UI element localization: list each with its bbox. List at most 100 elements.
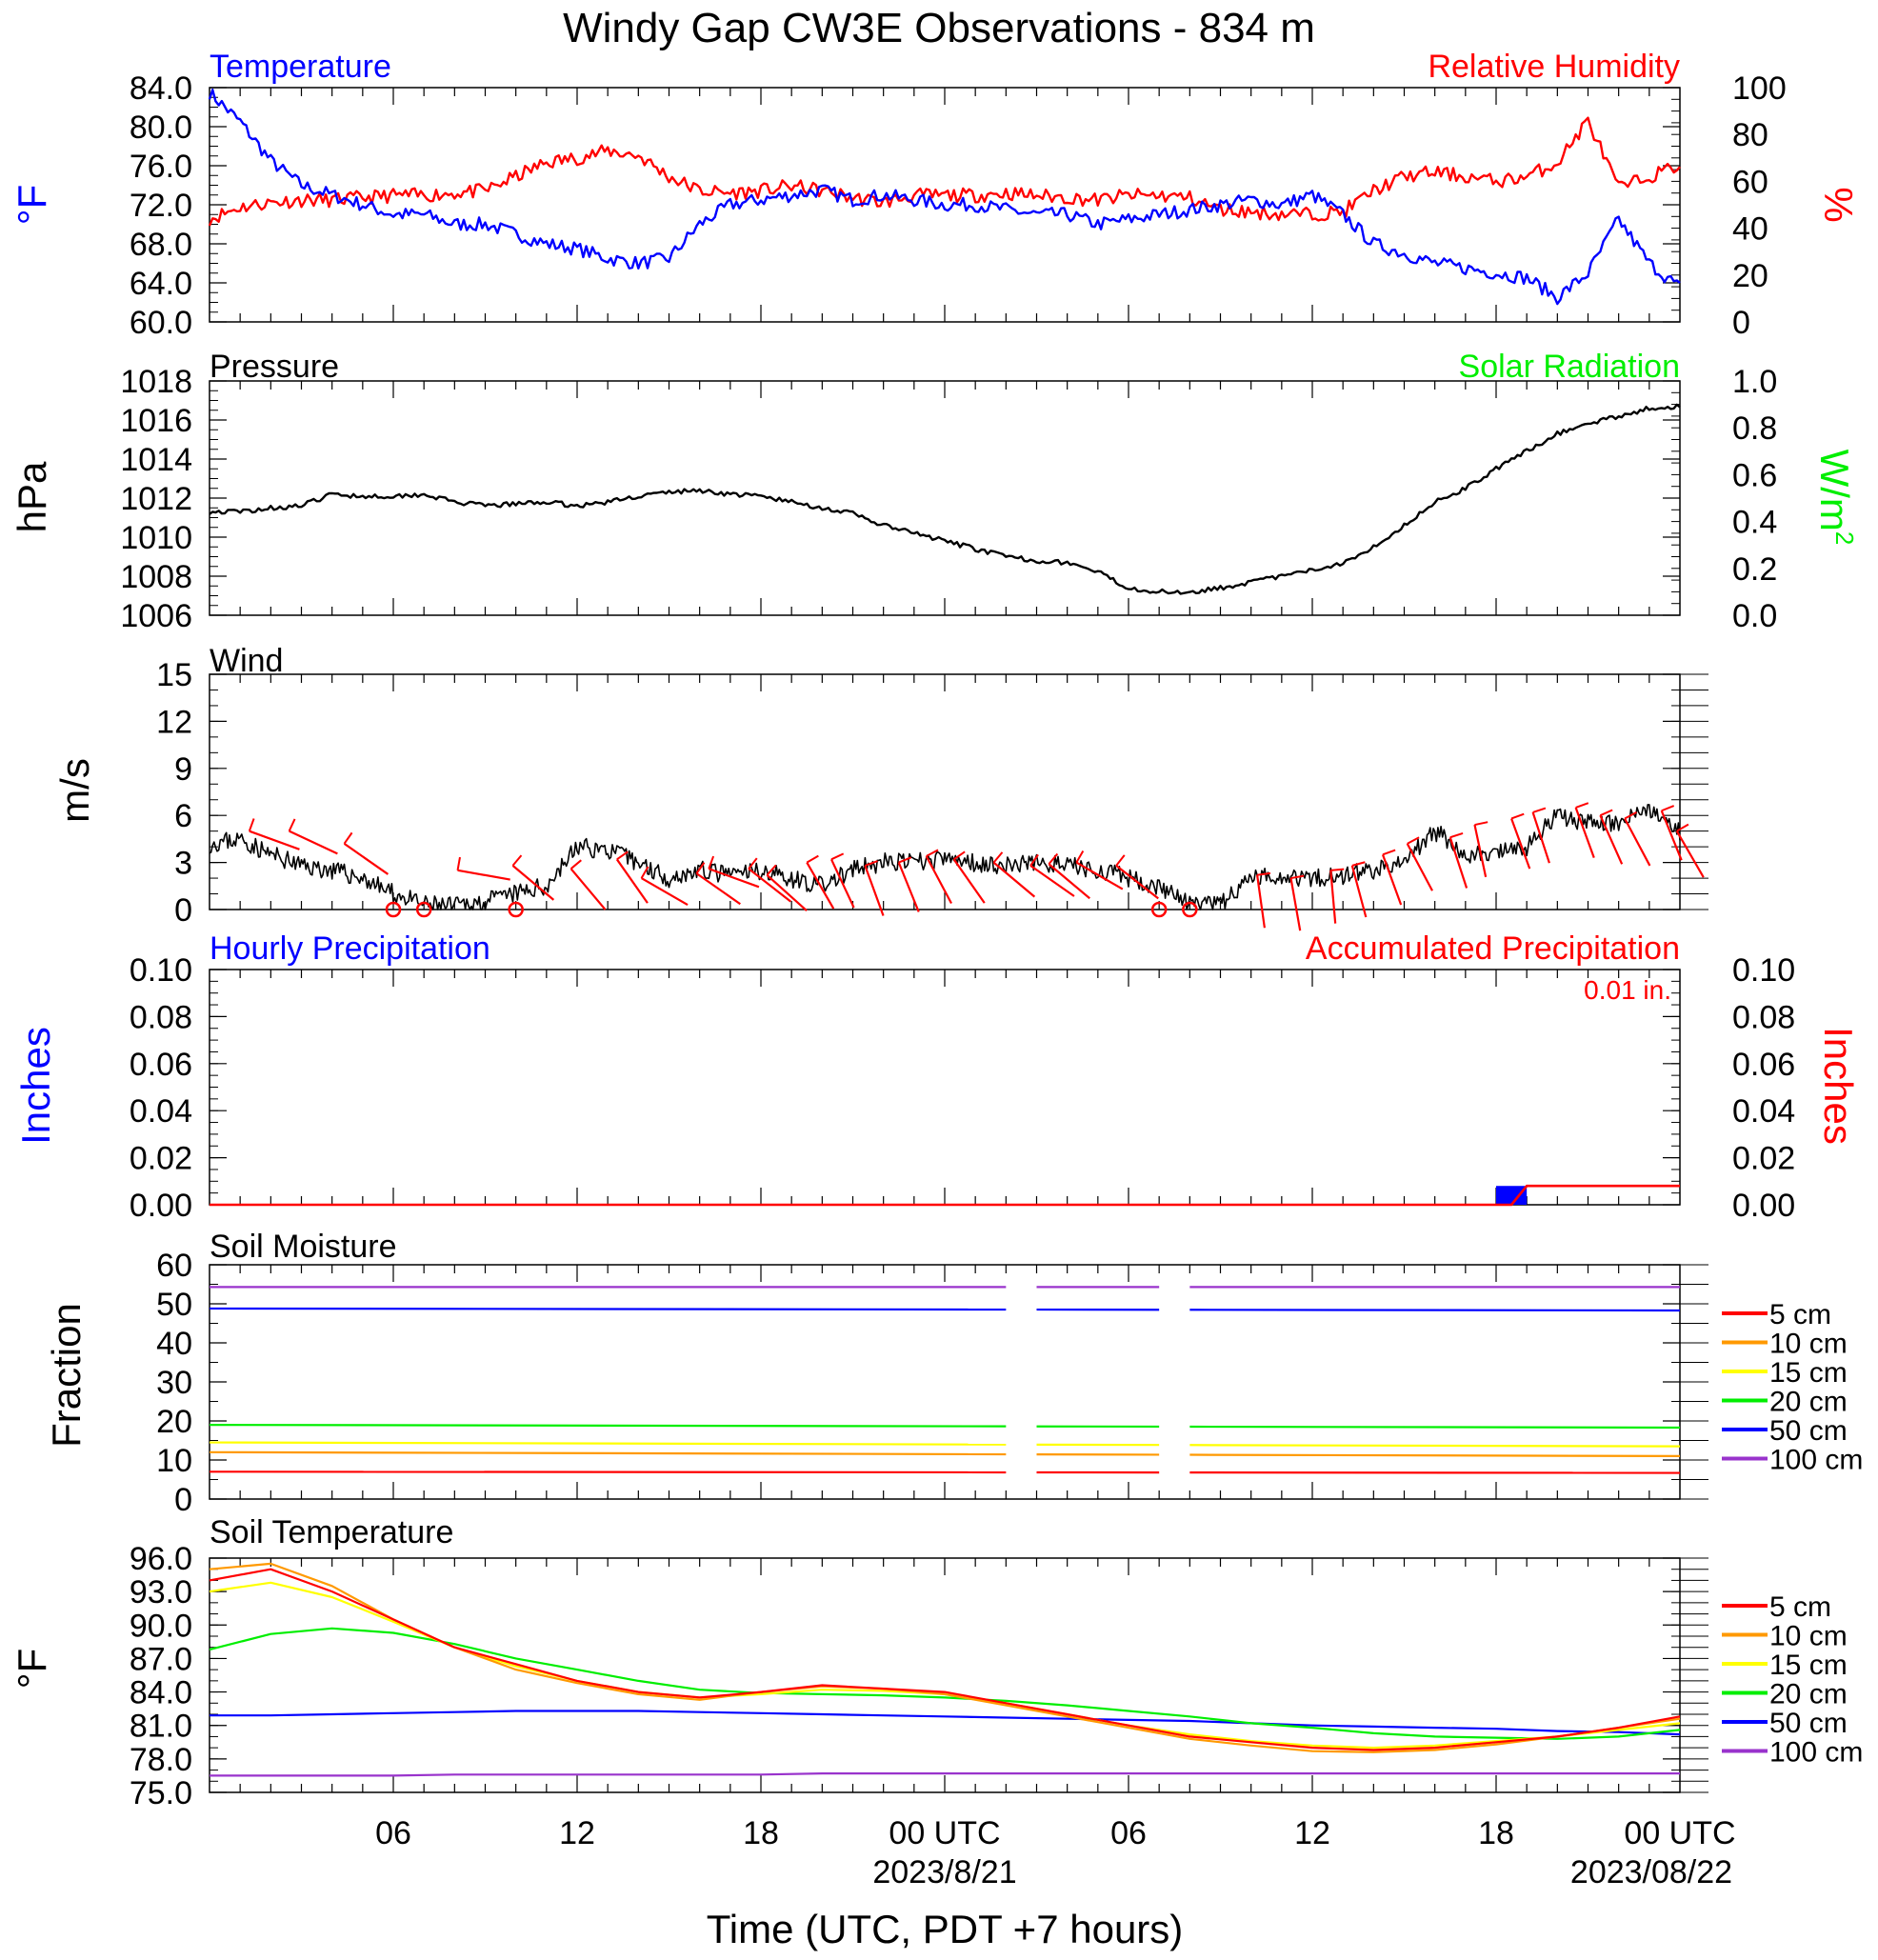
wind-barb	[1381, 853, 1403, 906]
wind-barb-flag	[1029, 853, 1039, 867]
y-tick-label-right: 0.0	[1732, 598, 1777, 634]
wind-barb	[1473, 824, 1488, 878]
series-wind-speed	[209, 804, 1681, 910]
legend-label: 10 cm	[1769, 1329, 1848, 1360]
series-soil-temp-0	[210, 1771, 1680, 1777]
wind-barb-flag	[1256, 871, 1271, 876]
legend-label: 5 cm	[1769, 1299, 1831, 1330]
x-tick-label: 18	[743, 1815, 779, 1851]
x-tick-label: 12	[559, 1815, 595, 1851]
ylabel-solar-unit: W/m	[1812, 450, 1857, 531]
y-tick-label-left: 60	[156, 1248, 192, 1284]
x-tick-label: 00 UTC	[889, 1815, 1000, 1851]
y-tick-label-left: 76.0	[130, 149, 192, 185]
y-tick-label-left: 68.0	[130, 227, 192, 263]
wind-barb	[1531, 811, 1550, 864]
wind-barb-flag	[288, 818, 296, 832]
wind-barb-flag	[1510, 812, 1525, 820]
y-tick-label-left: 0	[174, 1482, 192, 1518]
wind-barb-flag	[456, 856, 461, 871]
y-tick-label-left: 0.00	[130, 1188, 192, 1224]
legend-label: 15 cm	[1769, 1357, 1848, 1389]
wind-barb-flag	[1661, 805, 1675, 812]
y-tick-label-left: 60.0	[130, 305, 192, 341]
series-soil-moisture-3	[1189, 1425, 1681, 1430]
series-soil-moisture-2	[1189, 1444, 1681, 1448]
series-soil-temp-4	[209, 1562, 1681, 1753]
series-pressure	[209, 403, 1681, 595]
plot-frame-2	[209, 673, 1681, 910]
y-tick-label-left: 0.08	[130, 999, 192, 1035]
wind-barb	[897, 862, 920, 912]
y-tick-label-left: 0.04	[130, 1093, 192, 1130]
y-tick-label-right: 0.08	[1732, 999, 1795, 1035]
ylabel-wind: m/s	[52, 758, 97, 823]
y-tick-label-left: 81.0	[130, 1709, 192, 1745]
wind-barb	[289, 830, 338, 855]
y-tick-label-left: 84.0	[130, 1675, 192, 1711]
wind-barb	[457, 869, 510, 881]
y-tick-label-left: 9	[174, 751, 192, 788]
x-axis-label: Time (UTC, PDT +7 hours)	[707, 1907, 1184, 1951]
wind-barb-flag	[1624, 811, 1637, 820]
wind-barb-flag	[695, 862, 706, 874]
legend-label: 100 cm	[1769, 1445, 1863, 1476]
y-tick-label-right: 40	[1732, 211, 1768, 248]
y-tick-label-left: 90.0	[130, 1608, 192, 1644]
series-soil-moisture-2	[209, 1441, 1007, 1446]
y-tick-label-right: 0.06	[1732, 1047, 1795, 1083]
panel-title-hourly-precip: Hourly Precipitation	[210, 930, 490, 967]
y-tick-label-left: 10	[156, 1443, 192, 1479]
wind-barb-flag	[1115, 854, 1126, 867]
chart-title: Windy Gap CW3E Observations - 834 m	[563, 5, 1315, 51]
legend-label: 20 cm	[1769, 1679, 1848, 1710]
wind-barb	[695, 872, 741, 906]
wind-barb-flag	[1351, 861, 1366, 867]
wind-barb-flag	[248, 818, 255, 832]
ylabel-solar-sup: 2	[1830, 531, 1859, 545]
y-tick-label-left: 30	[156, 1365, 192, 1401]
plot-frame-4	[209, 1264, 1681, 1500]
wind-barb-flag	[708, 855, 715, 870]
wind-barb-flag	[953, 850, 966, 861]
y-tick-label-right: 80	[1732, 117, 1768, 153]
y-tick-label-right: 100	[1732, 70, 1787, 107]
legend-label: 20 cm	[1769, 1387, 1848, 1418]
y-tick-label-right: 0.10	[1732, 952, 1795, 989]
wind-barb	[1329, 870, 1337, 924]
wind-barb	[615, 858, 649, 904]
wind-barb	[640, 877, 689, 907]
y-tick-label-left: 1006	[120, 598, 192, 634]
wind-barb-flag	[806, 854, 819, 864]
ylabel-soil-temperature: °F	[10, 1649, 54, 1689]
ylabel-accum-precip: Inches	[1816, 1027, 1861, 1145]
ylabel-soil-moisture: Fraction	[44, 1303, 89, 1448]
wind-barb	[1660, 810, 1683, 861]
calm-wind-marker	[415, 901, 432, 918]
panel-title-soil-temperature: Soil Temperature	[210, 1514, 453, 1550]
wind-barb-flag	[1382, 849, 1396, 856]
y-tick-label-left: 80.0	[130, 110, 192, 146]
ylabel-temperature: °F	[10, 185, 54, 225]
y-tick-label-right: 60	[1732, 164, 1768, 200]
y-tick-label-left: 12	[156, 704, 192, 740]
y-tick-label-right: 0.04	[1732, 1093, 1795, 1130]
wind-barb	[1289, 877, 1302, 931]
y-tick-label-right: 0.6	[1732, 457, 1777, 493]
y-tick-label-right: 0.8	[1732, 410, 1777, 447]
y-tick-label-left: 20	[156, 1404, 192, 1440]
panel-title-pressure: Pressure	[210, 349, 339, 385]
wind-barb	[1624, 817, 1651, 867]
panel-wind: Wind m/s 15 12 9 6 3 0	[52, 643, 1708, 931]
y-tick-label-left: 6	[174, 798, 192, 834]
y-tick-label-left: 0	[174, 892, 192, 929]
wind-barb	[1599, 814, 1624, 865]
panel-title-solar: Solar Radiation	[1459, 349, 1680, 385]
wind-barb-flag	[1676, 823, 1689, 832]
y-tick-label-left: 96.0	[130, 1541, 192, 1577]
wind-barb-flag	[830, 852, 845, 861]
ylabel-hourly-precip: Inches	[13, 1027, 58, 1145]
